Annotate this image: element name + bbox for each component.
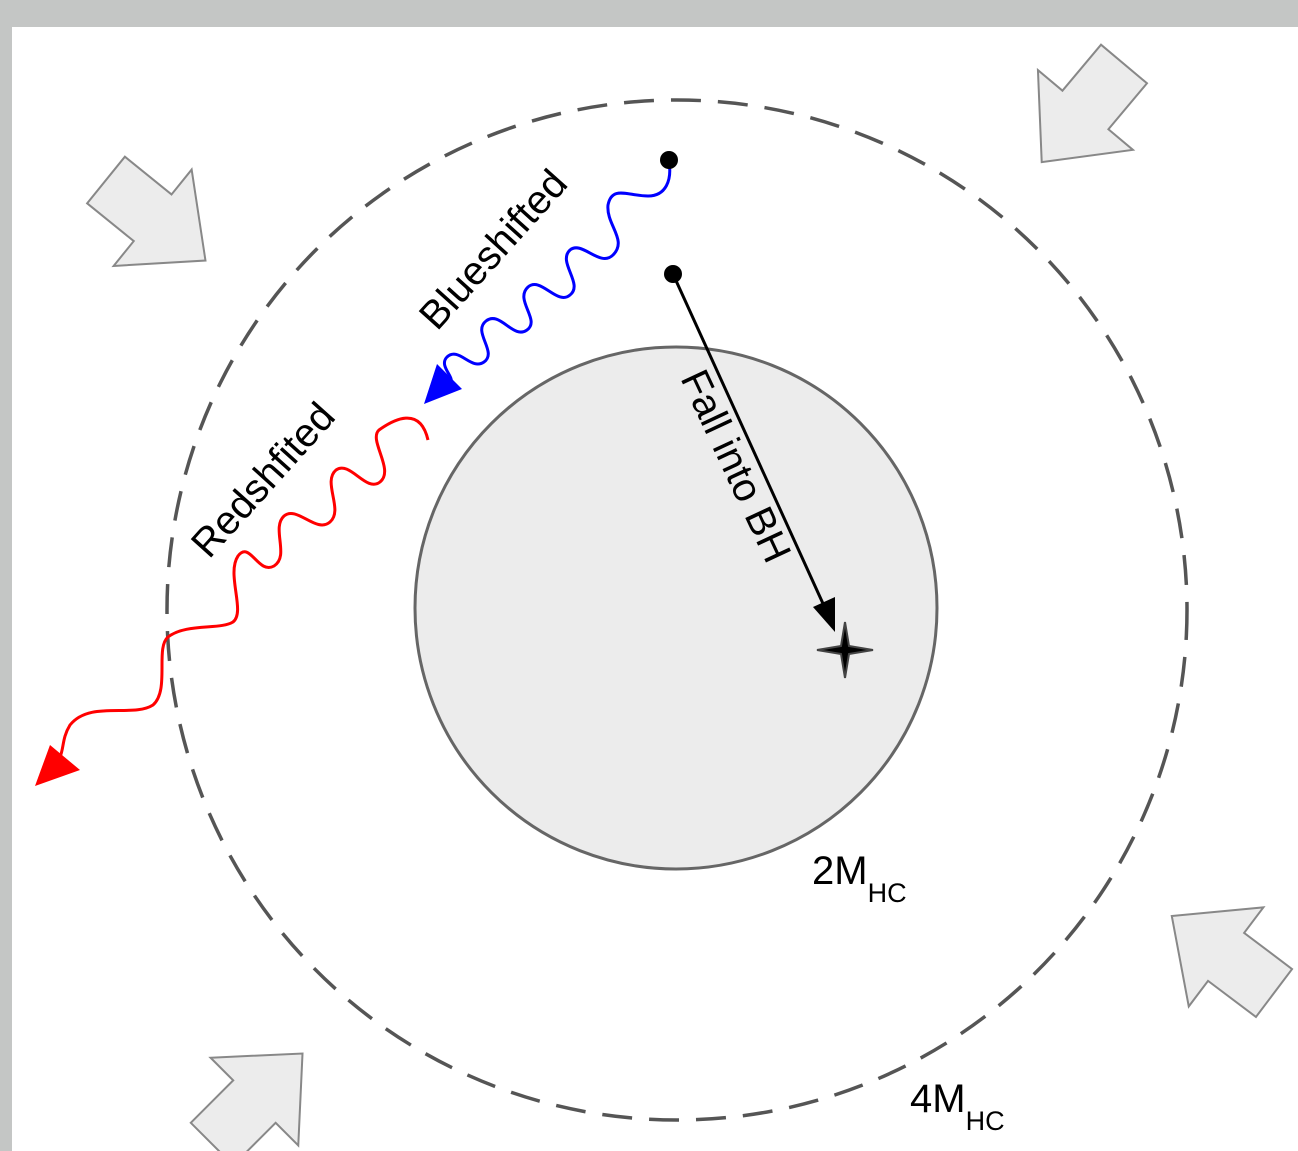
red-arrowhead [35,745,80,786]
infall-path [671,273,835,632]
outer-dashed-circle [165,98,1189,1122]
blue-photon-wave [443,161,672,385]
blue-arrowhead [424,364,462,404]
inner-radius-label: 2MHC [812,849,907,908]
red-photon-wave [58,416,430,758]
outer-radius-label: 4MHC [910,1077,1005,1136]
blue-photon-start-dot [660,151,678,169]
singularity-star-icon [816,621,874,679]
black-hole-disk [413,345,939,871]
infall-start-dot [664,265,682,283]
